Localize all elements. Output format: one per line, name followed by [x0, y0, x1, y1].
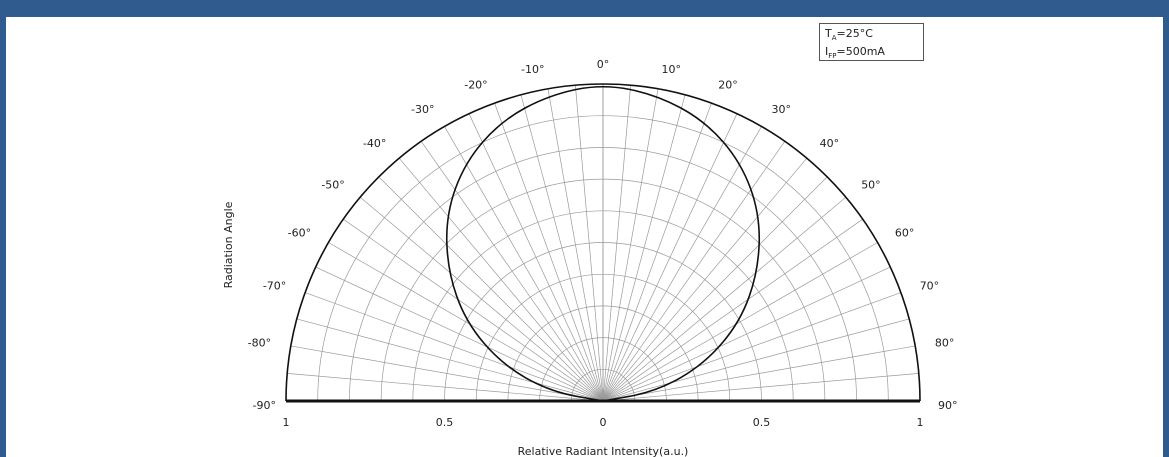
grid-spoke: [602, 318, 910, 402]
angle-label: -40°: [363, 137, 386, 150]
radial-tick-label: 0.5: [753, 416, 771, 429]
grid-spoke: [287, 373, 604, 402]
grid-spoke: [602, 94, 686, 402]
grid-spoke: [343, 218, 604, 402]
angle-label: 70°: [920, 280, 940, 293]
x-axis-label: Relative Radiant Intensity(a.u.): [518, 445, 689, 457]
angle-label: -90°: [253, 399, 276, 412]
chart-grid: [287, 84, 919, 402]
angle-label: -50°: [321, 178, 344, 191]
grid-spoke: [296, 318, 604, 402]
y-axis-label: Radiation Angle: [222, 201, 235, 288]
grid-spoke: [602, 218, 863, 402]
outer-arc: [285, 83, 921, 402]
angle-label: 30°: [772, 103, 792, 116]
angle-label: -80°: [248, 337, 271, 350]
grid-spoke: [468, 113, 604, 402]
grid-spoke: [602, 196, 847, 402]
grid-spoke: [359, 196, 604, 402]
grid-spoke: [520, 94, 604, 402]
angle-label: 50°: [861, 178, 881, 191]
grid-spoke: [420, 141, 604, 402]
legend-line-temperature: TA=25°C: [825, 27, 873, 43]
chart-labels: -10°-20°-30°-40°-50°-60°-70°-80°-90°0° 10…: [222, 58, 958, 457]
grid-spoke: [602, 266, 891, 402]
series-line: [445, 85, 761, 402]
angle-label: 40°: [820, 137, 840, 150]
angle-label: -30°: [411, 103, 434, 116]
grid-spoke: [602, 345, 916, 402]
angle-label: 90°: [938, 399, 958, 412]
angle-label: 60°: [895, 227, 915, 240]
grid-spoke: [290, 345, 604, 402]
grid-spoke: [602, 373, 919, 402]
angle-label: -70°: [263, 280, 286, 293]
angle-label: 0°: [597, 58, 610, 71]
intensity-curve: [445, 85, 761, 402]
radial-tick-label: 1: [283, 416, 290, 429]
grid-spoke: [575, 85, 604, 402]
grid-spoke: [602, 141, 786, 402]
radial-tick-label: 0.5: [436, 416, 454, 429]
conditions-legend: TA=25°C IFP=500mA: [819, 23, 924, 61]
grid-spoke: [315, 266, 604, 402]
grid-spoke: [602, 157, 808, 402]
grid-spoke: [378, 176, 604, 402]
angle-label: 80°: [935, 337, 955, 350]
grid-spoke: [602, 242, 878, 402]
grid-spoke: [547, 88, 604, 402]
grid-spoke: [444, 126, 604, 402]
angle-label: -60°: [288, 227, 311, 240]
grid-spoke: [328, 242, 604, 402]
grid-spoke: [304, 292, 604, 402]
grid-spoke: [602, 126, 762, 402]
grid-spoke: [494, 102, 604, 402]
grid-spoke: [602, 176, 828, 402]
grid-spoke: [602, 113, 738, 402]
radial-tick-label: 1: [917, 416, 924, 429]
angle-label: -20°: [464, 78, 487, 91]
legend-line-current: IFP=500mA: [825, 45, 885, 61]
chart-axes: [285, 83, 921, 403]
angle-label: 10°: [662, 63, 682, 76]
grid-spoke: [602, 85, 631, 402]
angle-label: -10°: [521, 63, 544, 76]
grid-spoke: [602, 292, 902, 402]
grid-spoke: [398, 157, 604, 402]
grid-spoke: [602, 88, 659, 402]
radial-tick-label: 0: [600, 416, 607, 429]
grid-spoke: [602, 102, 712, 402]
angle-label: 20°: [718, 78, 738, 91]
